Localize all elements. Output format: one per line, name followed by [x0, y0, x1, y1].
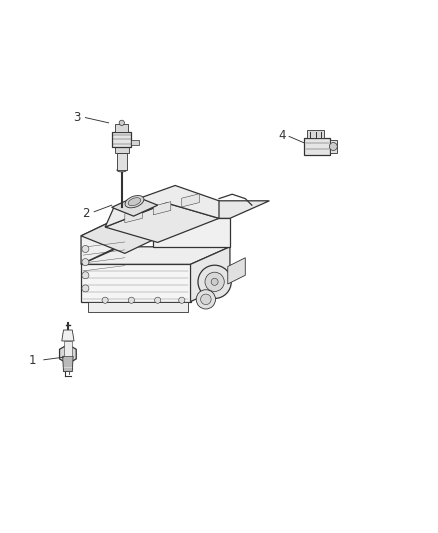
Ellipse shape — [125, 196, 144, 208]
Polygon shape — [63, 356, 73, 372]
Text: 2: 2 — [81, 207, 89, 220]
Circle shape — [82, 259, 89, 265]
Polygon shape — [125, 209, 142, 223]
Polygon shape — [105, 185, 219, 227]
Polygon shape — [307, 130, 324, 138]
Circle shape — [198, 265, 231, 298]
Circle shape — [128, 297, 134, 303]
Circle shape — [211, 278, 218, 285]
Polygon shape — [64, 341, 72, 356]
Polygon shape — [60, 344, 76, 364]
Polygon shape — [131, 140, 139, 145]
Ellipse shape — [117, 168, 127, 172]
Polygon shape — [115, 124, 128, 132]
Circle shape — [82, 272, 89, 279]
Polygon shape — [81, 247, 230, 264]
Text: 4: 4 — [279, 128, 286, 142]
Circle shape — [102, 297, 108, 303]
Polygon shape — [105, 203, 219, 243]
Ellipse shape — [128, 198, 141, 206]
Polygon shape — [330, 140, 337, 152]
Polygon shape — [153, 201, 171, 215]
Polygon shape — [117, 152, 127, 170]
Polygon shape — [81, 214, 127, 264]
Polygon shape — [112, 197, 158, 216]
Circle shape — [82, 285, 89, 292]
Polygon shape — [153, 201, 269, 219]
Polygon shape — [182, 194, 199, 207]
Circle shape — [82, 246, 89, 253]
Polygon shape — [88, 302, 188, 312]
Circle shape — [205, 272, 224, 292]
Polygon shape — [153, 219, 230, 247]
Circle shape — [201, 294, 211, 304]
Circle shape — [119, 120, 124, 125]
Circle shape — [155, 297, 161, 303]
Polygon shape — [304, 138, 330, 155]
Polygon shape — [81, 214, 171, 253]
Text: 1: 1 — [29, 354, 37, 367]
Circle shape — [179, 297, 185, 303]
Polygon shape — [112, 132, 131, 147]
Polygon shape — [191, 247, 230, 302]
Polygon shape — [115, 147, 129, 154]
Polygon shape — [228, 258, 245, 284]
Circle shape — [329, 142, 337, 150]
Polygon shape — [62, 330, 74, 341]
Text: 3: 3 — [73, 111, 80, 124]
Circle shape — [196, 290, 215, 309]
Polygon shape — [81, 264, 191, 302]
